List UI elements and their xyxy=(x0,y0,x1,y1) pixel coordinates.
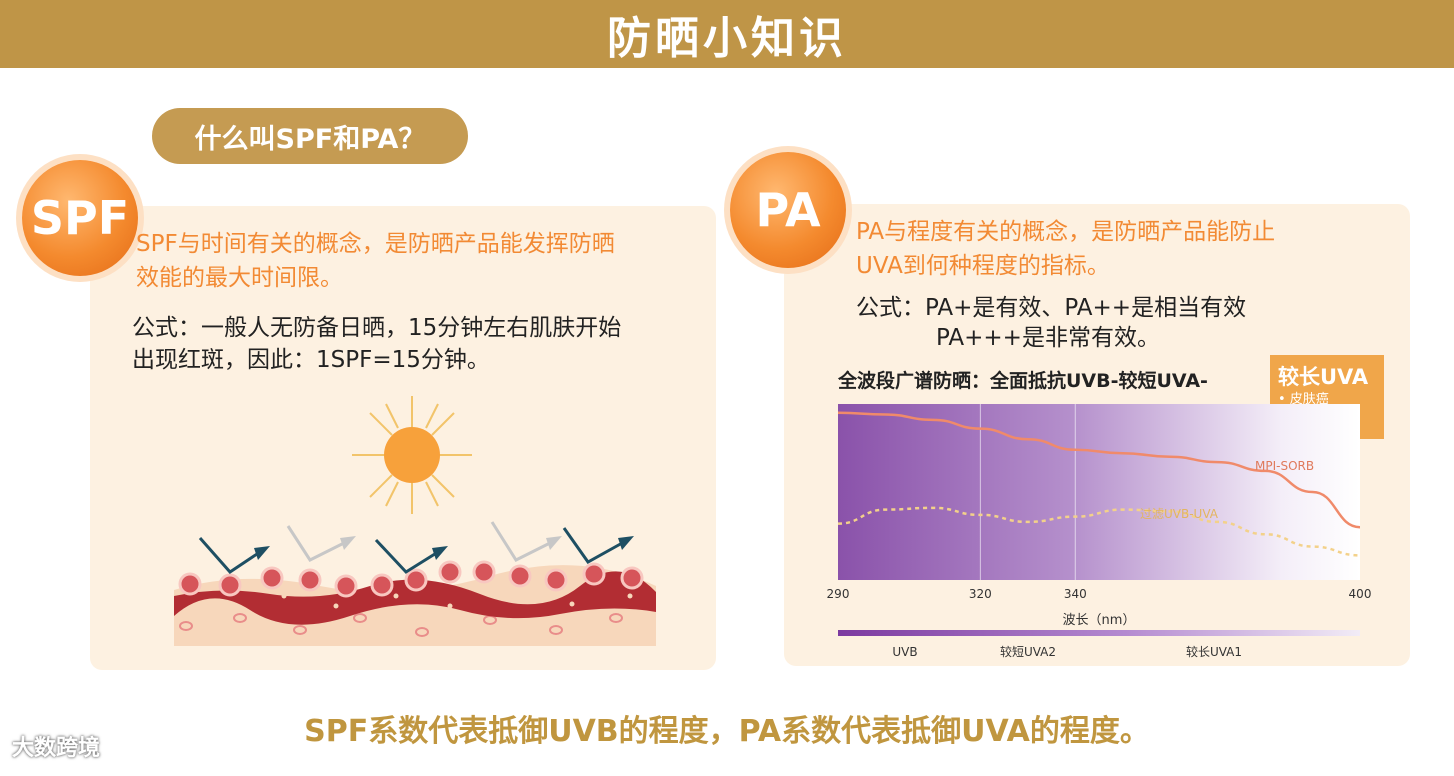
x-tick-label-320: 320 xyxy=(969,587,992,601)
page-title: 防晒小知识 xyxy=(607,13,847,64)
skin-sun-illustration xyxy=(174,396,656,646)
pa-description-line2: UVA到何种程度的指标。 xyxy=(856,253,1110,279)
pa-formula-line2: PA+++是非常有效。 xyxy=(936,325,1160,351)
x-tick-label-290: 290 xyxy=(827,587,850,601)
x-axis-label: 波长（nm） xyxy=(1063,613,1136,628)
pa-badge: PA xyxy=(730,152,846,268)
band-label-uvb: UVB xyxy=(892,645,917,659)
chart-plot-area xyxy=(838,404,1360,580)
x-tick-label-400: 400 xyxy=(1349,587,1372,601)
sun-icon xyxy=(352,396,472,514)
series-line-mpi-sorb xyxy=(837,411,1361,529)
spf-badge: SPF xyxy=(22,160,138,276)
x-tick-label-340: 340 xyxy=(1064,587,1087,601)
band-label-long-uva1: 较长UVA1 xyxy=(1186,644,1242,659)
uva-item-skin-cancer: • 皮肤癌 xyxy=(1278,392,1329,407)
pa-formula-line1: 公式：PA+是有效、PA++是相当有效 xyxy=(856,295,1247,321)
spf-description-line1: SPF与时间有关的概念，是防晒产品能发挥防晒 xyxy=(136,231,615,257)
question-pill: 什么叫SPF和PA？ xyxy=(152,108,468,164)
spf-description-line2: 效能的最大时间限。 xyxy=(136,265,343,291)
chart-title: 全波段广谱防晒：全面抵抗UVB-较短UVA- xyxy=(838,370,1208,392)
watermark-logo: 大数跨境 xyxy=(12,736,101,761)
pa-description-line1: PA与程度有关的概念，是防晒产品能防止 xyxy=(856,219,1276,245)
series-label-mpi-sorb: MPI-SORB xyxy=(1255,459,1314,473)
spf-formula-line2: 出现红斑，因此：1SPF=15分钟。 xyxy=(132,347,490,373)
series-label-filter: 过滤UVB-UVA xyxy=(1140,507,1219,521)
band-label-short-uva2: 较短UVA2 xyxy=(1000,644,1056,659)
footer-summary: SPF系数代表抵御UVB的程度，PA系数代表抵御UVA的程度。 xyxy=(304,714,1150,749)
long-uva-title: 较长UVA xyxy=(1278,365,1369,389)
spf-formula-line1: 公式：一般人无防备日晒，15分钟左右肌肤开始 xyxy=(132,315,622,341)
title-banner: 防晒小知识 xyxy=(0,0,1454,68)
series-line-filter xyxy=(837,506,1361,557)
uv-protection-chart: MPI-SORB 过滤UVB-UVA 290 320 340 400 波长（nm） U… xyxy=(827,404,1372,659)
wavelength-band-bar xyxy=(838,630,1360,636)
